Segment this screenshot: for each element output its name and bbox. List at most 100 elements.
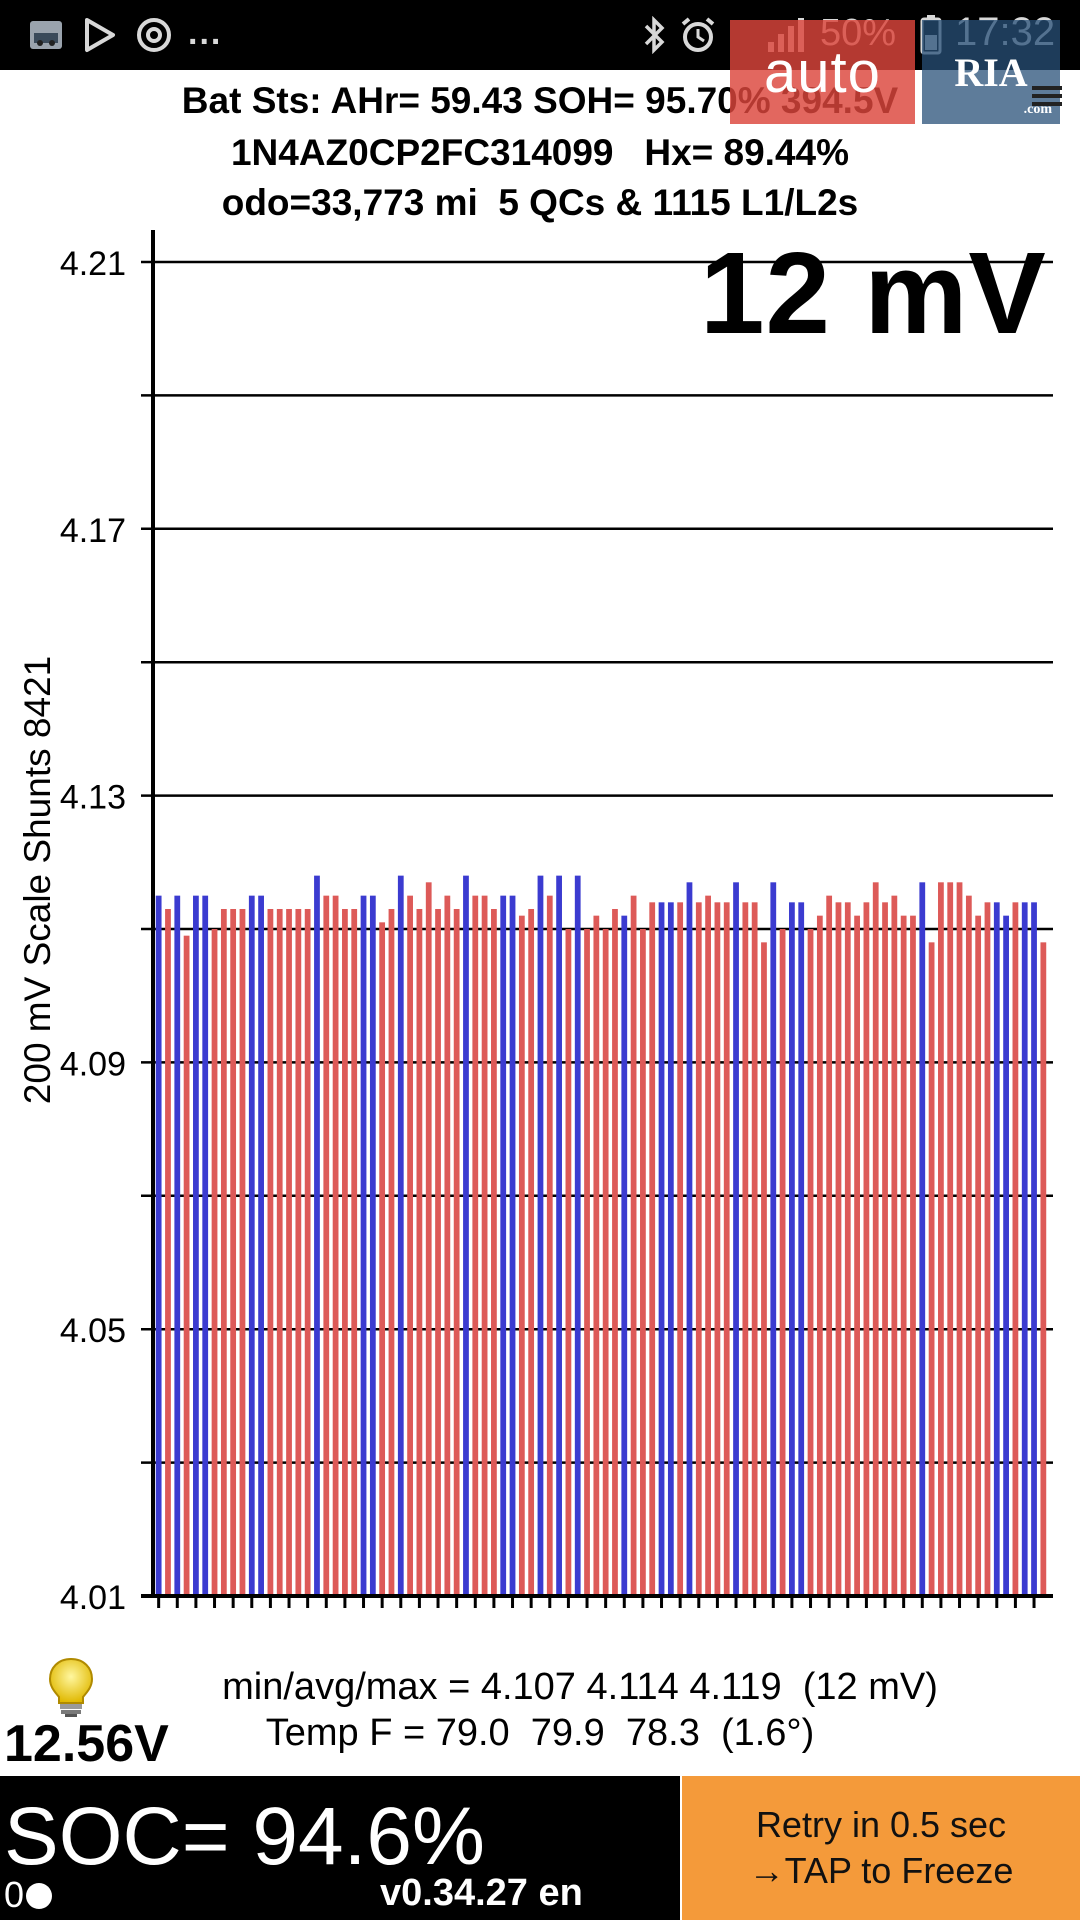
record-dot-icon [26, 1883, 53, 1909]
min-avg-max-line: min/avg/max = 4.107 4.114 4.119 (12 mV) [222, 1666, 938, 1708]
odometer-line: odo=33,773 mi 5 QCs & 1115 L1/L2s [221, 182, 859, 223]
cell-bar [872, 882, 879, 1596]
freeze-button[interactable]: Retry in 0.5 sec →TAP to Freeze [682, 1776, 1080, 1920]
cell-bar [733, 882, 739, 1596]
app-thumbnail-icon [26, 14, 66, 56]
play-store-icon [80, 14, 120, 56]
chart-x-ticks: 110203040506070809096 [157, 1596, 1036, 1608]
cell-bar [742, 902, 749, 1596]
cell-bar [369, 895, 376, 1596]
counter-readout: 0 [4, 1874, 54, 1916]
cell-bar [463, 875, 469, 1596]
cell-bar [965, 895, 972, 1596]
aux-battery-voltage: 12.56V [4, 1715, 169, 1773]
menu-icon[interactable] [1032, 82, 1062, 112]
bluetooth-icon [640, 14, 668, 56]
cell-bar [193, 895, 199, 1596]
cell-bar [686, 882, 693, 1596]
y-tick-label: 4.09 [60, 1045, 126, 1083]
cell-bar [1040, 942, 1047, 1596]
lightbulb-icon [46, 1656, 96, 1718]
temperature-line: Temp F = 79.0 79.9 78.3 (1.6°) [265, 1712, 815, 1754]
cell-bar [667, 902, 674, 1596]
alarm-icon [678, 14, 718, 56]
y-tick-label: 4.13 [60, 779, 126, 817]
freeze-button-line1: Retry in 0.5 sec [755, 1804, 1007, 1845]
cell-bar [360, 895, 367, 1596]
cell-bar [1003, 915, 1009, 1596]
cell-bar [938, 882, 944, 1596]
cell-bar [621, 915, 628, 1596]
cell-bar [351, 908, 358, 1596]
cell-bar [1021, 902, 1028, 1596]
cell-voltage-chart: 4.21 4.17 4.13 4.09 4.05 4.01 110203040506070… [60, 230, 1053, 1617]
cell-bar [751, 902, 758, 1596]
cell-bar [1031, 902, 1037, 1596]
cell-bar [165, 908, 171, 1596]
cell-bar [816, 915, 823, 1596]
cell-bar [537, 875, 544, 1596]
cell-bar [798, 902, 805, 1596]
cell-bar [258, 895, 264, 1596]
cell-bar [407, 895, 413, 1596]
cell-bar [453, 908, 460, 1596]
cell-bar [770, 882, 777, 1596]
cell-bar [593, 915, 600, 1596]
cell-bar [174, 895, 181, 1596]
cell-bar [425, 882, 432, 1596]
y-tick-label: 4.17 [60, 512, 126, 550]
chrome-icon [134, 14, 174, 56]
cell-bar [984, 902, 991, 1596]
cell-bar [518, 915, 525, 1596]
watermark-auto: auto [730, 20, 915, 124]
cell-bar [574, 875, 581, 1596]
cell-bar [993, 902, 1000, 1596]
cell-bar [472, 895, 479, 1596]
cell-bar [882, 902, 888, 1596]
cell-bar [714, 902, 721, 1596]
counter-value: 0 [4, 1874, 25, 1915]
cell-bar [491, 908, 497, 1596]
y-tick-label: 4.05 [60, 1312, 126, 1350]
soc-readout: SOC= 94.6% [4, 1791, 485, 1882]
status-overflow-dots: ... [188, 14, 223, 52]
cell-bar [397, 875, 404, 1596]
cell-bar [649, 902, 656, 1596]
y-tick-label: 4.01 [60, 1579, 126, 1617]
cell-bar [500, 895, 507, 1596]
cell-bar [509, 895, 516, 1596]
cell-bar [695, 902, 702, 1596]
cell-bar [826, 895, 833, 1596]
chart-axes [141, 230, 1053, 1598]
watermark-logo: auto RIA .com [730, 20, 1060, 124]
cell-bar [546, 895, 553, 1596]
cell-bar [844, 902, 851, 1596]
app-version: v0.34.27 en [380, 1872, 583, 1914]
cell-bar [267, 908, 274, 1596]
cell-bar [863, 902, 870, 1596]
bottom-status-panel [0, 1776, 680, 1920]
cell-bar [211, 929, 218, 1596]
cell-bar [723, 902, 730, 1596]
cell-bar [202, 895, 209, 1596]
chart-y-ticks: 4.21 4.17 4.13 4.09 4.05 4.01 [60, 245, 126, 1617]
cell-bar [528, 908, 535, 1596]
cell-bar [565, 929, 572, 1596]
freeze-button-line2: →TAP to Freeze [748, 1850, 1014, 1891]
cell-bar [388, 908, 395, 1596]
cell-bar [919, 882, 926, 1596]
cell-bar [975, 915, 982, 1596]
cell-bar [323, 895, 330, 1596]
cell-bar [835, 902, 842, 1596]
cell-bar [342, 908, 348, 1596]
cell-bar [248, 895, 255, 1596]
cell-bar [761, 942, 767, 1596]
cell-bar [304, 908, 311, 1596]
cell-bar [481, 895, 488, 1596]
cell-bar [910, 915, 916, 1596]
cell-bar [928, 942, 935, 1596]
cell-bar [705, 895, 711, 1596]
cell-bar [556, 875, 562, 1596]
cell-bar [640, 929, 646, 1596]
vin-health-line: 1N4AZ0CP2FC314099 Hx= 89.44% [230, 132, 850, 173]
